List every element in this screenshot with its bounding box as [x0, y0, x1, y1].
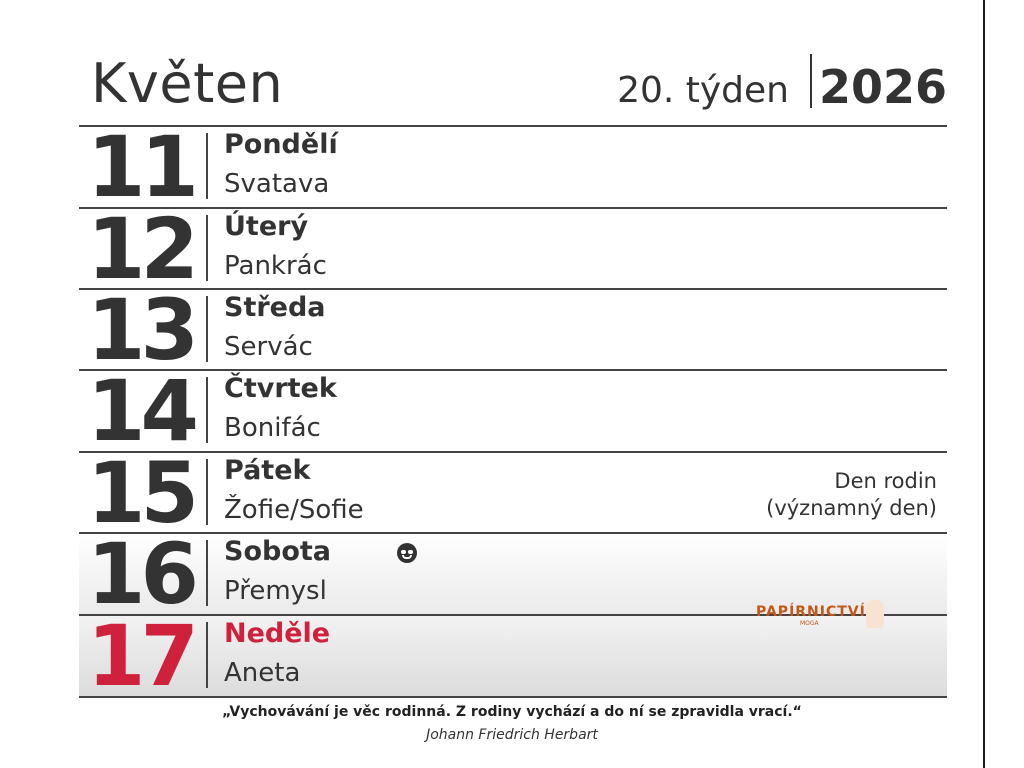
day-divider: [206, 540, 208, 606]
quote-text: „Vychovávání je věc rodinná. Z rodiny vy…: [222, 704, 802, 720]
smiley-icon: [397, 543, 417, 563]
nameday: Pankrác: [224, 251, 327, 281]
week-label: 20. týden: [617, 70, 789, 111]
day-number: 16: [87, 525, 199, 623]
header-divider: [810, 54, 812, 108]
nameday: Svatava: [224, 169, 330, 199]
year-label: 2026: [818, 60, 947, 114]
day-number: 14: [87, 362, 199, 460]
calendar-header: Květen 20. týden 2026: [79, 48, 947, 126]
nameday: Přemysl: [224, 576, 327, 606]
weekday-name: Čtvrtek: [224, 373, 337, 404]
day-row-15: 15 Pátek Žofie/Sofie Den rodin (významný…: [79, 444, 947, 542]
day-row-14: 14 Čtvrtek Bonifác: [79, 362, 947, 460]
mascot-icon: [866, 600, 884, 628]
nameday: Žofie/Sofie: [224, 495, 364, 525]
weekday-name: Středa: [224, 292, 326, 323]
logo-text: PAPÍRNICTVÍ: [756, 604, 866, 620]
weekday-name: Sobota: [224, 536, 331, 567]
weekday-name: Pátek: [224, 455, 311, 486]
day-divider: [206, 215, 208, 281]
day-divider: [206, 622, 208, 688]
day-row-12: 12 Úterý Pankrác: [79, 200, 947, 298]
day-row-13: 13 Středa Servác: [79, 281, 947, 379]
weekday-name: Neděle: [224, 618, 331, 649]
day-divider: [206, 296, 208, 362]
day-number: 12: [87, 200, 199, 298]
quote-author: Johann Friedrich Herbart: [426, 727, 598, 743]
note-line: Den rodin: [834, 469, 937, 493]
day-row-11: 11 Pondělí Svatava: [79, 118, 947, 216]
day-number: 11: [87, 118, 199, 216]
month-title: Květen: [91, 52, 284, 115]
page-edge-line: [983, 0, 985, 768]
day-number: 13: [87, 281, 199, 379]
logo-subtext: MOGA: [800, 620, 819, 627]
day-number: 15: [87, 444, 199, 542]
day-number: 17: [87, 607, 199, 705]
day-row-16: 16 Sobota Přemysl: [79, 525, 947, 623]
day-divider: [206, 377, 208, 443]
nameday: Aneta: [224, 658, 301, 688]
nameday: Servác: [224, 332, 313, 362]
weekday-name: Úterý: [224, 211, 309, 242]
special-day-note: Den rodin (významný den): [766, 468, 937, 522]
weekday-name: Pondělí: [224, 129, 338, 160]
day-divider: [206, 459, 208, 525]
nameday: Bonifác: [224, 413, 321, 443]
day-divider: [206, 133, 208, 199]
papirnictvi-logo: PAPÍRNICTVÍ MOGA: [756, 600, 886, 630]
note-line: (významný den): [766, 496, 937, 520]
day-row-17: 17 Neděle Aneta: [79, 614, 947, 698]
